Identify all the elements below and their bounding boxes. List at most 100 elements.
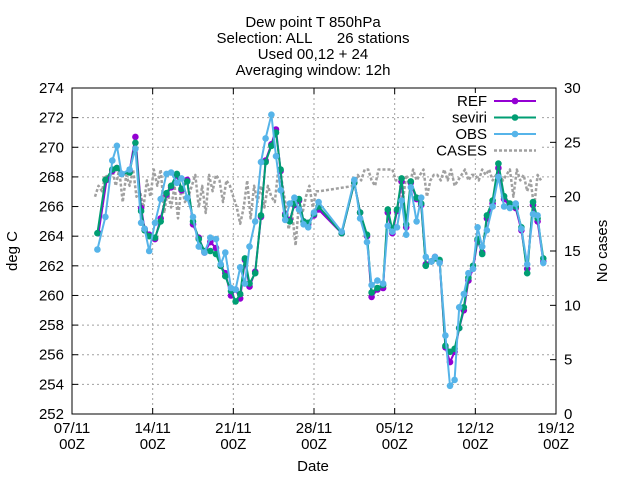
data-point-obs — [436, 259, 443, 267]
chart-title: Dew point T 850hPa Selection: ALL 26 sta… — [217, 14, 410, 79]
data-point-obs — [178, 175, 185, 182]
legend-label: REF — [457, 93, 487, 110]
data-point-obs — [295, 206, 303, 213]
data-point-obs — [251, 218, 259, 225]
grid — [72, 88, 556, 414]
legend-label: OBS — [455, 126, 487, 143]
data-point-obs — [201, 249, 208, 256]
data-point-obs — [281, 216, 289, 224]
data-point-obs — [232, 286, 239, 293]
data-point-obs — [379, 280, 387, 287]
series-line-cases — [93, 168, 543, 247]
data-point-obs — [483, 227, 491, 234]
data-point-seviri — [398, 175, 405, 182]
data-point-obs — [413, 218, 420, 225]
y-tick-label: 258 — [39, 317, 64, 334]
data-point-obs — [157, 195, 164, 203]
data-point-obs — [257, 158, 265, 166]
data-point-obs — [118, 170, 125, 178]
y-tick-label: 272 — [39, 110, 64, 127]
y2-tick-label: 0 — [564, 406, 572, 423]
data-point-seviri — [222, 272, 229, 280]
data-point-obs — [407, 184, 415, 191]
x-tick-label-hour: 00Z — [59, 436, 85, 453]
data-point-obs — [512, 200, 519, 207]
data-point-obs — [534, 212, 541, 219]
y-tick-label: 270 — [39, 139, 64, 156]
data-point-seviri — [483, 212, 491, 219]
legend-backdrop — [425, 142, 540, 159]
x-tick-label-hour: 00Z — [301, 436, 327, 453]
data-point-obs — [315, 198, 322, 206]
data-point-obs — [262, 135, 269, 142]
y-tick-label: 260 — [39, 287, 64, 304]
data-point-obs — [446, 382, 454, 390]
data-point-obs — [460, 290, 468, 298]
data-point-obs — [217, 261, 224, 268]
data-point-seviri — [167, 182, 175, 190]
data-point-obs — [94, 246, 101, 253]
data-point-obs — [241, 280, 249, 287]
data-point-obs — [195, 243, 203, 250]
series-cases — [93, 168, 543, 247]
data-point-seviri — [232, 298, 239, 305]
y2-tick-label: 20 — [564, 189, 581, 206]
y-tick-label: 268 — [39, 169, 64, 186]
data-point-obs — [277, 186, 284, 194]
data-point-obs — [351, 176, 358, 184]
data-point-seviri — [241, 255, 249, 262]
data-point-obs — [183, 194, 191, 201]
y-axis-label: deg C — [4, 231, 21, 271]
data-point-seviri — [374, 284, 381, 292]
data-point-obs — [126, 166, 133, 173]
data-point-seviri — [422, 262, 430, 270]
y-tick-label: 256 — [39, 347, 64, 364]
data-point-obs — [268, 111, 275, 118]
data-point-obs — [246, 243, 253, 250]
data-point-obs — [291, 194, 298, 201]
data-point-seviri — [157, 218, 164, 225]
legend-marker — [511, 97, 519, 105]
x-tick-label-date: 07/11 — [54, 420, 90, 437]
data-point-seviri — [151, 234, 159, 241]
data-point-obs — [398, 197, 405, 204]
data-point-obs — [478, 243, 486, 250]
legend-backdrop — [425, 109, 540, 126]
y2-tick-label: 15 — [564, 243, 581, 260]
data-point-obs — [189, 213, 197, 221]
x-tick-label-date: 28/11 — [296, 420, 332, 437]
data-point-seviri — [163, 189, 170, 197]
y-tick-label: 262 — [39, 258, 64, 275]
data-point-obs — [442, 332, 449, 339]
data-point-seviri — [113, 164, 121, 172]
data-point-seviri — [94, 229, 101, 237]
data-point-seviri — [251, 269, 259, 277]
data-point-seviri — [268, 142, 275, 150]
data-point-obs — [368, 281, 375, 289]
data-point-seviri — [413, 194, 420, 201]
data-point-seviri — [236, 290, 244, 298]
data-point-obs — [137, 219, 145, 227]
x-tick-label-hour: 00Z — [382, 436, 408, 453]
y-tick-label: 264 — [39, 228, 64, 245]
legend-label: seviri — [452, 110, 487, 127]
y2-tick-label: 25 — [564, 134, 581, 151]
data-point-obs — [489, 203, 496, 210]
series-seviri — [94, 129, 547, 356]
data-point-seviri — [368, 289, 375, 296]
data-point-obs — [393, 224, 401, 231]
data-point-obs — [428, 258, 435, 265]
x-tick-label-date: 14/11 — [134, 420, 170, 437]
data-point-obs — [374, 277, 381, 284]
data-point-seviri — [495, 160, 502, 167]
data-point-obs — [363, 238, 371, 246]
data-point-obs — [151, 219, 159, 227]
legend-label: CASES — [436, 143, 487, 160]
data-point-obs — [304, 224, 312, 231]
data-point-obs — [469, 265, 477, 273]
legend-marker — [511, 114, 519, 121]
data-point-obs — [222, 249, 229, 256]
